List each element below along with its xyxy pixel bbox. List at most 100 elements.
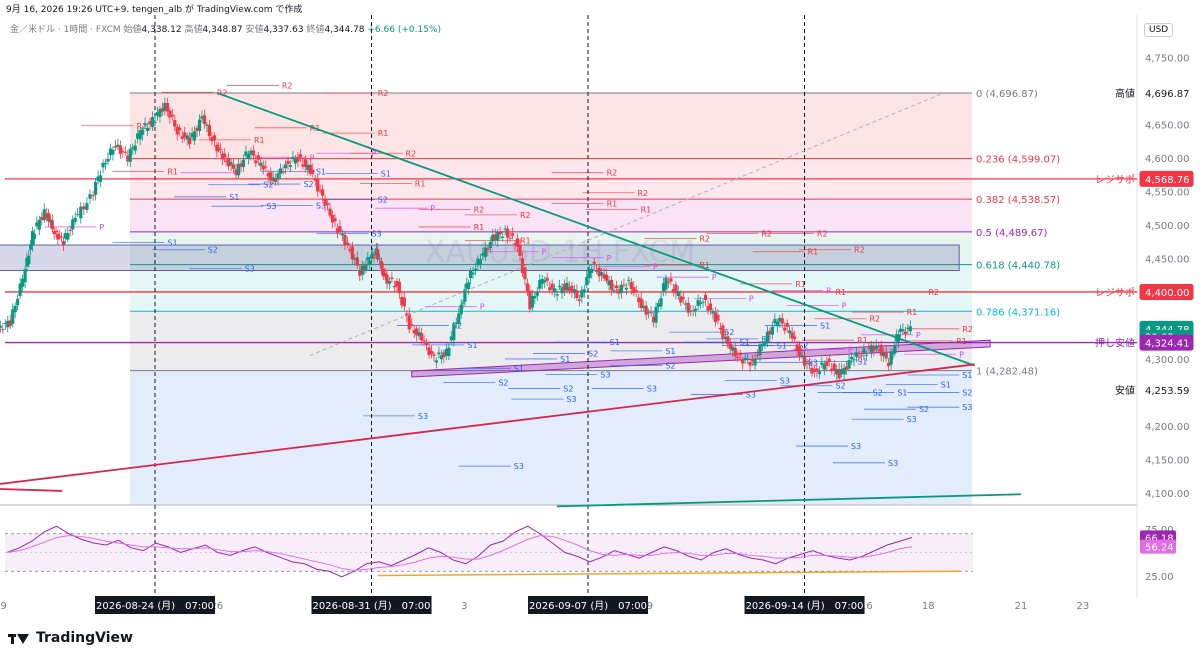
candle-body — [218, 149, 223, 151]
price-tag-value: 4,696.87 — [1145, 89, 1190, 100]
fib-level-label: 0.618 (4,440.78) — [976, 261, 1060, 272]
pivot-label: S1 — [665, 347, 675, 356]
candle-body — [525, 283, 529, 291]
candle-body — [148, 121, 152, 125]
candle-body — [383, 272, 387, 276]
candle-body — [190, 133, 194, 138]
candle-body — [656, 303, 661, 307]
candle-body — [908, 326, 912, 332]
price-tag-label: 高値 — [1115, 87, 1135, 100]
candle-body — [35, 222, 39, 227]
candle-body — [40, 216, 44, 221]
candle-body — [76, 214, 80, 216]
candle-body — [266, 173, 270, 177]
candle-body — [736, 356, 740, 358]
candle-body — [212, 135, 216, 141]
candle-body — [350, 246, 354, 260]
candle-body — [66, 232, 70, 240]
pivot-label: S3 — [566, 395, 576, 404]
pivot-label: R1 — [699, 261, 710, 270]
pivot-label: R2 — [378, 89, 389, 98]
candle-body — [30, 231, 35, 246]
candle-body — [16, 298, 20, 306]
pivot-label: S3 — [418, 412, 428, 421]
candle-body — [622, 284, 626, 286]
pivot-label: P — [372, 149, 377, 158]
candle-body — [785, 322, 789, 327]
candle-body — [679, 296, 683, 303]
candle-body — [429, 351, 434, 355]
candle-body — [392, 285, 396, 288]
candle-body — [840, 369, 844, 375]
candle-body — [649, 312, 653, 314]
candle-body — [296, 156, 300, 162]
pivot-label: P — [826, 287, 831, 296]
candle-body — [138, 130, 142, 140]
candle-body — [379, 260, 384, 269]
pivot-label: S2 — [303, 180, 313, 189]
time-marker-badge — [311, 596, 432, 614]
candle-body — [308, 164, 312, 174]
candle-body — [173, 120, 177, 127]
pivot-label: S2 — [798, 342, 808, 351]
supply-zone — [0, 244, 960, 271]
pivot-label: R2 — [520, 211, 531, 220]
price-tag-value: 4,253.59 — [1145, 386, 1190, 397]
candle-body — [805, 362, 809, 364]
symbol-name[interactable]: 金／米ドル · 1時間 · FXCM — [10, 25, 121, 35]
candle-body — [303, 159, 307, 167]
candle-body — [160, 108, 165, 112]
candle-body — [205, 124, 209, 126]
candle-body — [239, 163, 243, 167]
candle-body — [21, 278, 25, 287]
candle-body — [123, 151, 127, 153]
candle-body — [231, 164, 236, 169]
pivot-label: S1 — [514, 364, 524, 373]
currency-badge[interactable]: USD — [1144, 23, 1174, 37]
fib-zone — [130, 311, 972, 371]
pivot-label: S3 — [962, 403, 972, 412]
pivot-label: S3 — [746, 390, 756, 399]
pivot-label: R1 — [795, 280, 806, 289]
candle-body — [63, 233, 67, 239]
time-marker-label: 2026-09-14 (月) 07:00 — [746, 600, 864, 612]
candle-body — [701, 301, 705, 303]
candle-body — [797, 346, 802, 356]
pivot-label: R1 — [474, 223, 485, 232]
candle-body — [689, 310, 693, 312]
candle-body — [483, 247, 487, 258]
candle-body — [246, 154, 251, 159]
pivot-label: S2 — [378, 195, 388, 204]
candle-body — [867, 347, 871, 349]
candle-body — [471, 272, 475, 275]
candle-body — [891, 353, 895, 355]
fib-level-label: 0 (4,696.87) — [976, 89, 1038, 100]
candle-body — [131, 147, 135, 149]
pivot-label: S3 — [372, 230, 382, 239]
candle-body — [835, 369, 839, 375]
pivot-label: R2 — [282, 82, 293, 91]
candle-body — [366, 257, 370, 261]
pivot-label: S1 — [610, 338, 620, 347]
candle-body — [788, 330, 792, 334]
candle-body — [595, 270, 599, 272]
time-tick-label: 23 — [1077, 601, 1090, 612]
pivot-label: S3 — [851, 442, 861, 451]
candle-body — [178, 127, 182, 131]
candle-body — [106, 158, 110, 162]
candle-body — [827, 358, 831, 362]
candle-body — [644, 305, 648, 315]
pivot-label: S2 — [498, 378, 508, 387]
candle-body — [18, 283, 22, 296]
pivot-label: S2 — [724, 328, 734, 337]
candle-body — [274, 179, 278, 183]
high-label: 高値 — [184, 25, 203, 35]
candle-body — [795, 344, 799, 351]
price-tick-label: 4,500.00 — [1145, 221, 1190, 232]
pivot-label: P — [959, 350, 964, 359]
candle-body — [713, 312, 718, 323]
candle-body — [535, 292, 539, 296]
candle-body — [405, 313, 409, 317]
price-tag-value: 4,400.00 — [1145, 288, 1190, 299]
